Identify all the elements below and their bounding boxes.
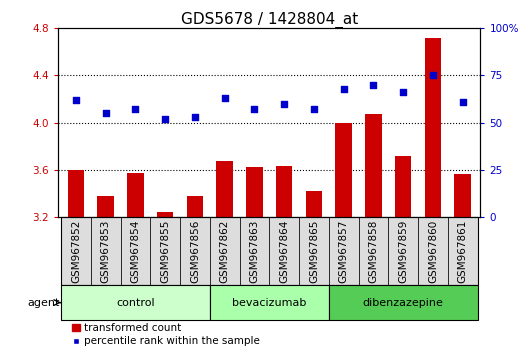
Bar	[240, 217, 269, 285]
Bar	[127, 173, 144, 217]
Bar	[388, 217, 418, 285]
Text: dibenzazepine: dibenzazepine	[363, 298, 444, 308]
Bar	[91, 217, 120, 285]
Bar	[216, 161, 233, 217]
Point	[340, 86, 348, 91]
Bar	[329, 217, 359, 285]
Text: GSM967862: GSM967862	[220, 219, 230, 283]
Point	[191, 114, 199, 120]
Title: GDS5678 / 1428804_at: GDS5678 / 1428804_at	[181, 12, 358, 28]
Text: GSM967860: GSM967860	[428, 219, 438, 283]
Point	[72, 97, 80, 103]
Point	[280, 101, 288, 107]
Bar	[306, 191, 322, 217]
Text: GSM967852: GSM967852	[71, 219, 81, 283]
Bar	[98, 196, 114, 217]
Point	[220, 95, 229, 101]
Bar	[365, 114, 382, 217]
Text: GSM967855: GSM967855	[160, 219, 170, 283]
Bar	[335, 122, 352, 217]
Point	[161, 116, 169, 122]
Text: GSM967859: GSM967859	[398, 219, 408, 283]
Bar	[418, 217, 448, 285]
Bar	[187, 196, 203, 217]
Point	[310, 107, 318, 112]
Text: GSM967856: GSM967856	[190, 219, 200, 283]
Bar	[210, 217, 240, 285]
Point	[458, 99, 467, 105]
Bar	[455, 175, 471, 217]
Bar	[359, 217, 388, 285]
Point	[250, 107, 259, 112]
Bar	[276, 166, 293, 217]
Point	[429, 73, 437, 78]
Text: GSM967864: GSM967864	[279, 219, 289, 283]
Point	[101, 110, 110, 116]
Text: control: control	[116, 298, 155, 308]
Legend: transformed count, percentile rank within the sample: transformed count, percentile rank withi…	[72, 323, 260, 346]
Bar	[448, 217, 477, 285]
Point	[399, 90, 408, 95]
Bar	[120, 217, 150, 285]
Text: GSM967853: GSM967853	[101, 219, 111, 283]
Text: GSM967854: GSM967854	[130, 219, 140, 283]
Point	[131, 107, 139, 112]
Text: bevacizumab: bevacizumab	[232, 298, 306, 308]
Text: GSM967857: GSM967857	[338, 219, 348, 283]
Text: GSM967858: GSM967858	[369, 219, 379, 283]
Bar	[180, 217, 210, 285]
Bar	[68, 170, 84, 217]
Point	[369, 82, 378, 88]
Bar	[157, 212, 173, 217]
Bar	[395, 156, 411, 217]
Bar	[246, 167, 262, 217]
Text: agent: agent	[27, 298, 60, 308]
Bar	[299, 217, 329, 285]
Bar	[269, 217, 299, 285]
Bar	[61, 285, 210, 320]
Bar	[210, 285, 329, 320]
Text: GSM967861: GSM967861	[458, 219, 468, 283]
Bar	[425, 38, 441, 217]
Text: GSM967865: GSM967865	[309, 219, 319, 283]
Bar	[150, 217, 180, 285]
Bar	[329, 285, 477, 320]
Text: GSM967863: GSM967863	[249, 219, 259, 283]
Bar	[61, 217, 91, 285]
